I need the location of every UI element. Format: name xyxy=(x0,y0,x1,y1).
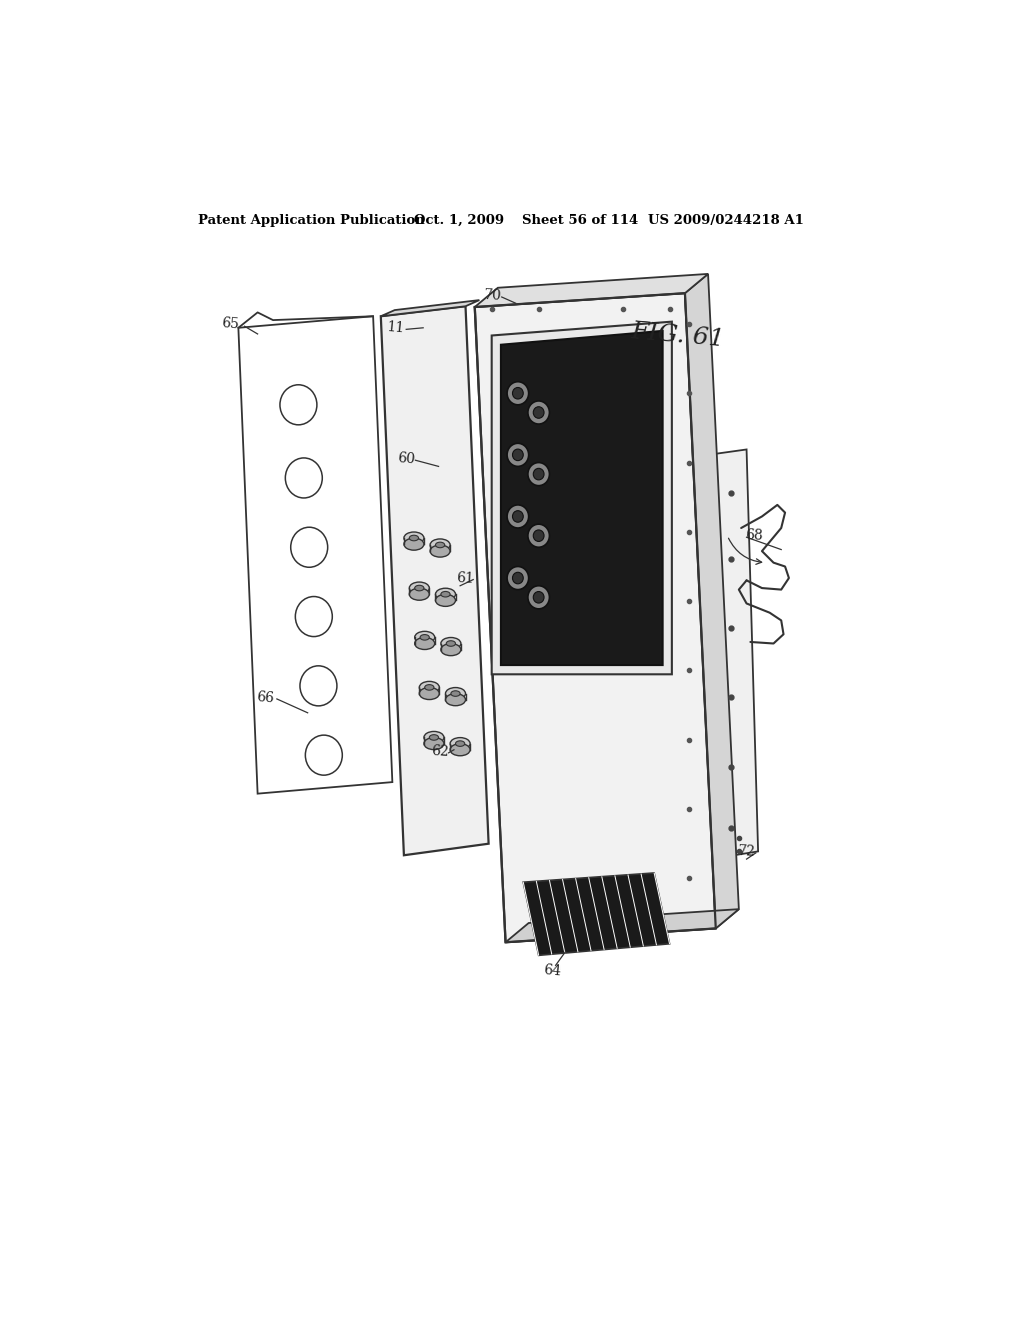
Polygon shape xyxy=(475,293,716,942)
Ellipse shape xyxy=(507,444,528,466)
Ellipse shape xyxy=(512,449,523,461)
Text: 62: 62 xyxy=(431,744,450,759)
Ellipse shape xyxy=(435,543,444,548)
Polygon shape xyxy=(506,909,739,942)
Polygon shape xyxy=(239,317,392,793)
Ellipse shape xyxy=(441,638,461,649)
Text: US 2009/0244218 A1: US 2009/0244218 A1 xyxy=(648,214,804,227)
Ellipse shape xyxy=(420,635,429,640)
Ellipse shape xyxy=(507,566,528,590)
Ellipse shape xyxy=(415,631,435,643)
Ellipse shape xyxy=(415,585,424,591)
Ellipse shape xyxy=(528,401,550,424)
Ellipse shape xyxy=(410,589,429,601)
Ellipse shape xyxy=(456,741,465,746)
Text: FIG. 61: FIG. 61 xyxy=(630,321,726,351)
Ellipse shape xyxy=(445,688,466,700)
Polygon shape xyxy=(523,873,670,956)
Ellipse shape xyxy=(441,591,451,597)
Ellipse shape xyxy=(507,506,528,528)
Text: 60: 60 xyxy=(397,451,416,466)
Text: 64: 64 xyxy=(543,964,562,978)
Ellipse shape xyxy=(430,545,451,557)
Ellipse shape xyxy=(419,688,439,700)
Ellipse shape xyxy=(528,586,550,609)
Ellipse shape xyxy=(419,681,439,693)
Ellipse shape xyxy=(430,539,451,550)
Ellipse shape xyxy=(280,385,316,425)
Ellipse shape xyxy=(424,731,444,743)
Ellipse shape xyxy=(410,535,419,541)
Ellipse shape xyxy=(512,388,523,399)
Text: Oct. 1, 2009: Oct. 1, 2009 xyxy=(414,214,504,227)
Text: 11: 11 xyxy=(386,319,404,335)
Ellipse shape xyxy=(445,694,466,706)
Polygon shape xyxy=(381,306,488,855)
Ellipse shape xyxy=(429,735,438,741)
Ellipse shape xyxy=(451,738,470,750)
Ellipse shape xyxy=(512,511,523,523)
Polygon shape xyxy=(501,331,663,665)
Ellipse shape xyxy=(446,640,456,647)
Ellipse shape xyxy=(305,735,342,775)
Polygon shape xyxy=(381,300,479,317)
Ellipse shape xyxy=(534,529,544,541)
Ellipse shape xyxy=(534,591,544,603)
Text: 68: 68 xyxy=(745,528,763,543)
Ellipse shape xyxy=(435,589,456,601)
Polygon shape xyxy=(475,275,708,308)
Ellipse shape xyxy=(291,527,328,568)
Ellipse shape xyxy=(403,539,424,550)
Text: 70: 70 xyxy=(483,288,502,302)
Text: Patent Application Publication: Patent Application Publication xyxy=(199,214,425,227)
Ellipse shape xyxy=(295,597,333,636)
Ellipse shape xyxy=(425,685,434,690)
Ellipse shape xyxy=(435,594,456,606)
Ellipse shape xyxy=(286,458,323,498)
Ellipse shape xyxy=(512,573,523,583)
Ellipse shape xyxy=(507,381,528,405)
Ellipse shape xyxy=(534,407,544,418)
Polygon shape xyxy=(708,449,758,858)
Ellipse shape xyxy=(300,665,337,706)
Text: 61: 61 xyxy=(457,570,475,586)
Ellipse shape xyxy=(403,532,424,544)
Ellipse shape xyxy=(528,462,550,486)
Text: Sheet 56 of 114: Sheet 56 of 114 xyxy=(521,214,638,227)
Polygon shape xyxy=(492,322,672,675)
Polygon shape xyxy=(685,275,739,928)
Ellipse shape xyxy=(410,582,429,594)
Ellipse shape xyxy=(534,469,544,480)
Ellipse shape xyxy=(415,638,435,649)
Text: 66: 66 xyxy=(256,689,274,705)
Ellipse shape xyxy=(451,743,470,756)
Ellipse shape xyxy=(451,690,460,697)
Ellipse shape xyxy=(441,644,461,656)
Ellipse shape xyxy=(528,524,550,548)
Text: 72: 72 xyxy=(737,843,756,859)
Text: 65: 65 xyxy=(221,317,240,331)
Ellipse shape xyxy=(424,738,444,750)
